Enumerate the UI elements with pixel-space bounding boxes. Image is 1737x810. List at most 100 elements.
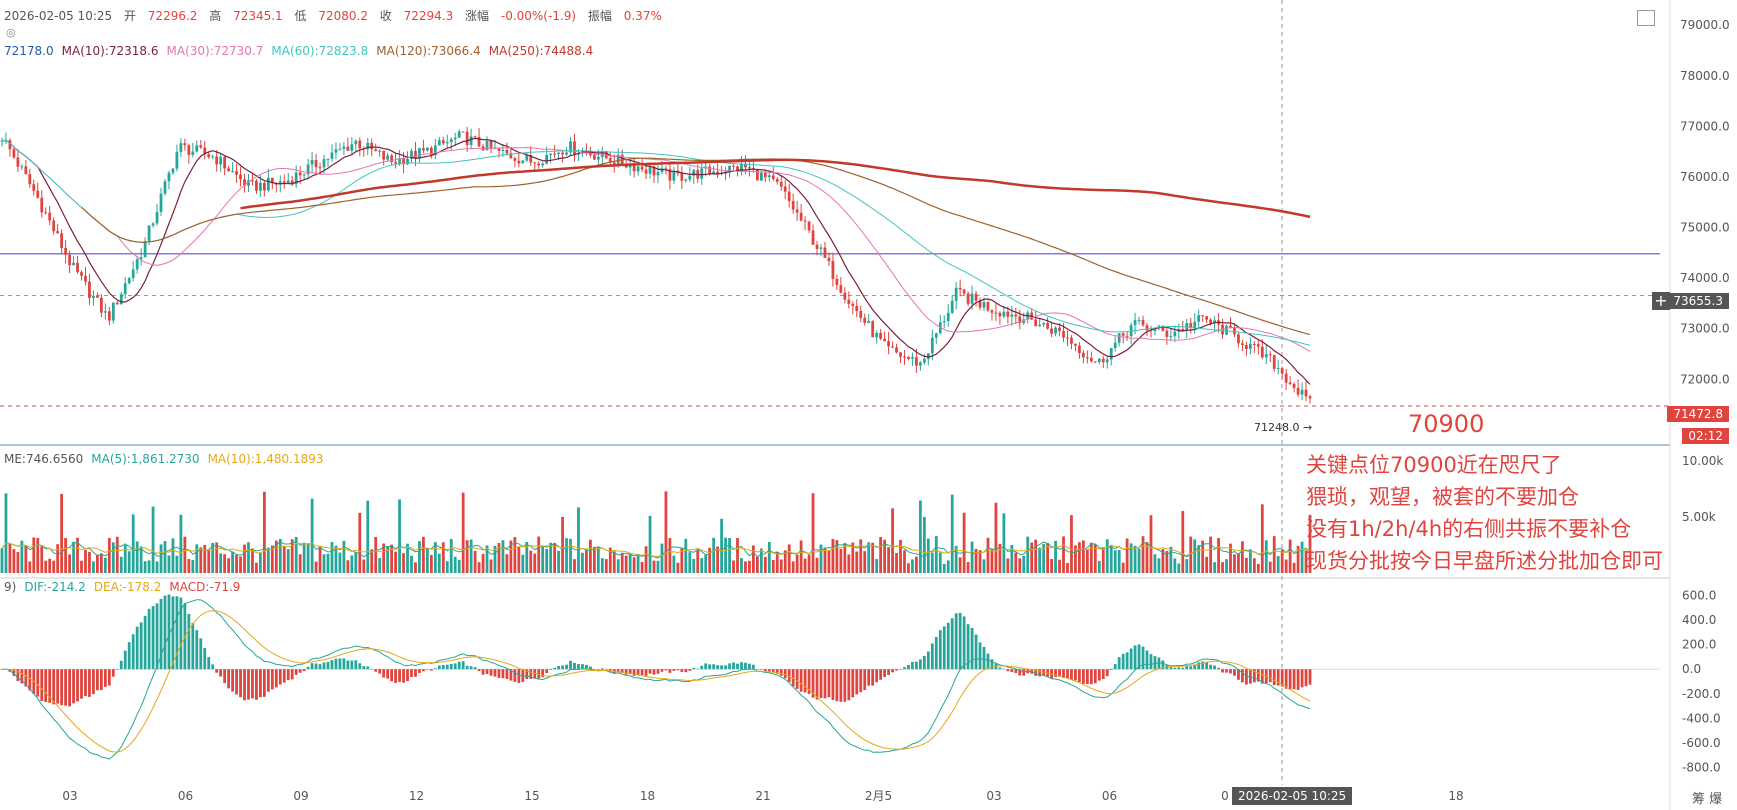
macd-histogram-bar	[322, 662, 326, 670]
macd-histogram-bar	[966, 624, 970, 670]
macd-histogram-bar	[970, 627, 974, 670]
macd-histogram-bar	[1268, 669, 1272, 683]
macd-histogram-bar	[1117, 657, 1121, 670]
macd-histogram-bar	[302, 669, 306, 672]
candle-body	[895, 347, 898, 353]
candle-body	[807, 221, 811, 231]
volume-legend-item: MA(10):1,480.1893	[207, 452, 324, 466]
volume-bar	[831, 538, 835, 573]
volume-bar	[255, 562, 258, 573]
candle-body	[207, 154, 211, 158]
macd-histogram-bar	[692, 667, 696, 670]
macd-histogram-bar	[52, 669, 56, 705]
volume-bar	[469, 539, 473, 573]
macd-histogram-bar	[314, 663, 318, 670]
candle-body	[1145, 325, 1149, 331]
candle-body	[994, 312, 998, 314]
volume-bar	[1161, 549, 1165, 573]
candle-body	[779, 181, 783, 187]
volume-bar	[342, 540, 346, 573]
volume-bar	[139, 546, 143, 573]
volume-bar	[1284, 559, 1288, 573]
macd-histogram-bar	[1217, 667, 1220, 670]
volume-bar	[1300, 541, 1304, 573]
macd-histogram-bar	[509, 669, 513, 681]
time-tick-label: 18	[1448, 789, 1463, 803]
macd-histogram-bar	[1125, 652, 1129, 670]
volume-bar	[1022, 555, 1026, 573]
macd-histogram-bar	[92, 669, 95, 695]
ma-legend-item: MA(250):74488.4	[488, 44, 594, 58]
candle-body	[843, 292, 847, 300]
eye-icon[interactable]: ◎	[6, 26, 16, 39]
volume-bar	[867, 542, 871, 573]
volume-bar	[600, 558, 604, 573]
volume-bar	[1125, 538, 1129, 573]
footer-right[interactable]: 筹 爆	[1692, 792, 1723, 807]
macd-histogram-bar	[358, 663, 362, 670]
macd-histogram-bar	[155, 603, 159, 670]
candle-body	[1268, 354, 1272, 356]
volume-bar	[32, 537, 36, 573]
volume-bar	[851, 542, 855, 573]
macd-tick-label: -800.0	[1682, 761, 1721, 775]
volume-bar	[907, 563, 910, 573]
macd-histogram-bar	[1097, 669, 1101, 681]
volume-bar	[426, 548, 429, 573]
macd-histogram-bar	[596, 669, 600, 670]
candle-body	[270, 177, 274, 184]
candle-body	[131, 269, 135, 278]
volume-bar	[946, 560, 950, 573]
candle-body	[692, 170, 696, 176]
macd-histogram-bar	[1189, 666, 1193, 670]
macd-histogram-bar	[1252, 669, 1256, 683]
candle-body	[1173, 331, 1177, 337]
candle-body	[978, 300, 982, 308]
macd-histogram-bar	[732, 662, 735, 670]
candle-body	[763, 172, 767, 178]
macd-histogram-bar	[628, 669, 632, 675]
macd-histogram-bar	[386, 669, 390, 679]
candle-body	[541, 163, 545, 166]
macd-histogram-bar	[1014, 669, 1018, 673]
volume-bar	[52, 560, 56, 573]
macd-histogram-bar	[394, 669, 397, 683]
macd-histogram-bar	[111, 669, 115, 677]
fullscreen-icon[interactable]	[1637, 10, 1655, 26]
volume-bar	[541, 546, 545, 573]
volume-bar	[1097, 560, 1101, 573]
macd-histogram-bar	[795, 669, 799, 689]
ohlc-label: 开	[123, 9, 140, 23]
macd-histogram-bar	[88, 669, 91, 697]
candle-body	[795, 209, 799, 213]
candle-body	[310, 160, 314, 165]
macd-histogram-bar	[286, 669, 290, 681]
ohlc-value: 72345.1	[233, 9, 287, 23]
volume-bar	[827, 550, 831, 573]
volume-bar	[970, 541, 974, 573]
volume-bar	[1201, 540, 1205, 573]
candle-body	[322, 159, 326, 168]
candle-body	[962, 289, 966, 294]
candle-body	[115, 302, 119, 305]
macd-histogram-bar	[247, 669, 250, 700]
volume-bar	[84, 549, 87, 573]
candle-body	[1097, 358, 1101, 363]
add-alert-icon[interactable]: +	[1652, 292, 1670, 310]
candle-body	[1141, 319, 1145, 326]
candle-body	[469, 136, 473, 146]
macd-histogram-bar	[716, 665, 720, 670]
macd-histogram-bar	[1034, 669, 1038, 676]
candle-body	[195, 145, 199, 152]
macd-histogram-bar	[1109, 669, 1113, 671]
macd-histogram-bar	[1089, 669, 1093, 685]
candle-body	[334, 149, 338, 153]
macd-histogram-bar	[306, 666, 310, 670]
volume-bar	[1030, 542, 1034, 573]
macd-histogram-bar	[1022, 669, 1026, 676]
volume-bar	[954, 545, 958, 573]
candle-body	[986, 302, 990, 311]
macd-histogram-bar	[1153, 656, 1157, 670]
macd-histogram-bar	[827, 669, 831, 698]
